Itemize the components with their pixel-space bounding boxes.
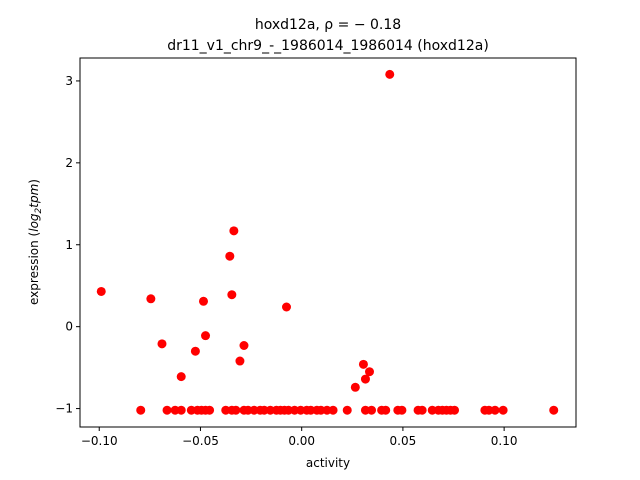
data-point xyxy=(136,405,146,415)
data-point xyxy=(498,405,508,415)
data-point xyxy=(365,367,374,377)
data-point xyxy=(381,405,391,415)
data-point xyxy=(96,286,106,296)
data-point xyxy=(397,405,407,415)
data-point xyxy=(198,296,208,306)
y-tick-label: −1 xyxy=(55,402,73,416)
data-point xyxy=(190,346,200,356)
y-tick-label: 1 xyxy=(65,238,73,252)
y-axis-label-log: log xyxy=(27,213,41,232)
data-point xyxy=(205,405,215,415)
data-point xyxy=(360,374,370,384)
data-point xyxy=(350,382,360,392)
data-point xyxy=(367,405,377,415)
chart-title-line2: dr11_v1_chr9_-_1986014_1986014 (hoxd12a) xyxy=(167,38,489,54)
data-point xyxy=(490,405,500,415)
y-tick-label: 3 xyxy=(65,74,73,88)
x-tick-label: 0.00 xyxy=(288,434,315,448)
x-tick-label: −0.10 xyxy=(81,434,118,448)
y-axis-label: expression (log2tpm) xyxy=(27,179,44,305)
data-point xyxy=(227,290,237,300)
data-point xyxy=(417,405,427,415)
data-point xyxy=(229,226,239,236)
data-point xyxy=(231,405,241,415)
data-point xyxy=(157,339,167,349)
x-axis-label: activity xyxy=(306,456,350,470)
y-axis-label-prefix: expression ( xyxy=(27,232,41,305)
data-point xyxy=(162,405,172,415)
data-point xyxy=(225,251,235,261)
x-tick-label: −0.05 xyxy=(182,434,219,448)
data-point xyxy=(176,405,186,415)
y-axis-ticks: −1 0 1 2 3 xyxy=(55,74,80,416)
data-point xyxy=(342,405,352,415)
x-axis-ticks: −0.10 −0.05 0.00 0.05 0.10 xyxy=(81,427,518,448)
data-point xyxy=(282,302,291,312)
data-point xyxy=(328,405,338,415)
y-axis-label-tpm: tpm xyxy=(27,184,41,208)
data-point xyxy=(176,372,186,382)
plot-area-frame xyxy=(79,57,577,428)
data-point xyxy=(549,405,559,415)
data-point xyxy=(235,356,245,366)
chart-title-line1: hoxd12a, ρ = − 0.18 xyxy=(255,17,401,33)
data-point xyxy=(201,331,211,341)
y-axis-label-suffix: ) xyxy=(27,179,41,184)
data-points xyxy=(96,69,559,415)
data-point xyxy=(385,69,395,79)
x-tick-label: 0.10 xyxy=(491,434,518,448)
y-axis-label-sub: 2 xyxy=(34,207,44,213)
y-tick-label: 0 xyxy=(65,320,73,334)
data-point xyxy=(239,341,249,350)
data-point xyxy=(450,405,460,415)
data-point xyxy=(146,294,156,304)
data-point xyxy=(358,359,368,369)
x-tick-label: 0.05 xyxy=(390,434,417,448)
y-tick-label: 2 xyxy=(65,156,73,170)
